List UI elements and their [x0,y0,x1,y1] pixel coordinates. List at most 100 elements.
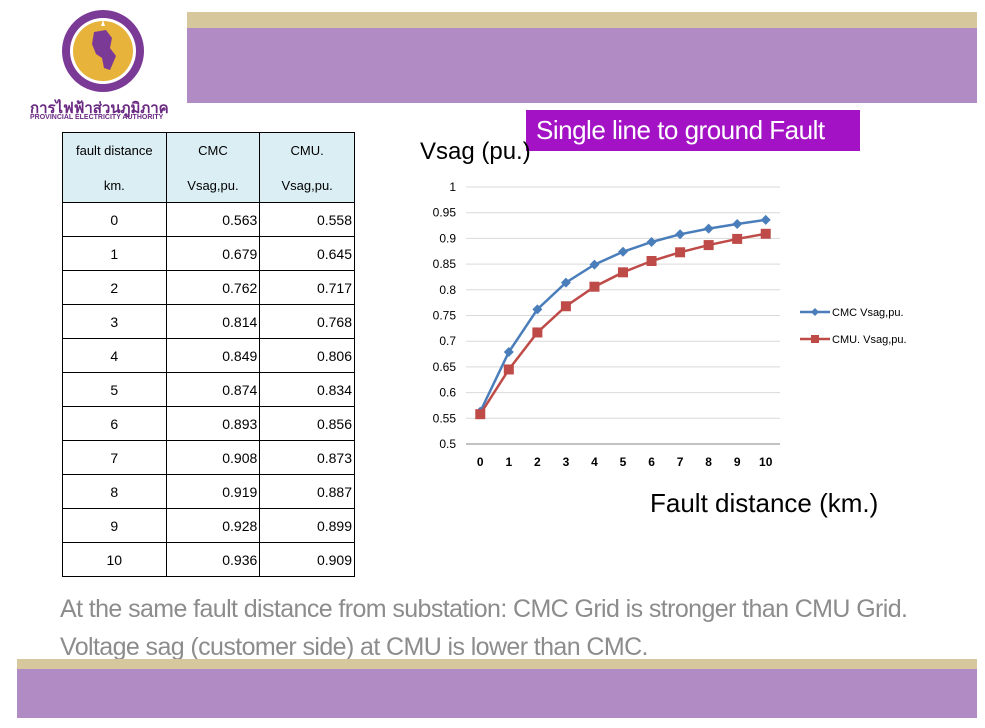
x-tick-label: 2 [534,455,541,469]
header-cmu-unit: Vsag,pu. [259,168,355,203]
table-row: 8 0.919 0.887 [62,474,355,509]
header-band [187,28,977,103]
cell-distance: 3 [62,304,167,339]
table-row: 2 0.762 0.717 [62,270,355,305]
cell-distance: 9 [62,508,167,543]
data-point-cmc [732,219,743,230]
cell-cmc: 0.874 [165,372,261,407]
footer-band-accent [17,659,977,669]
data-point-cmu [675,247,686,258]
cell-distance: 4 [62,338,167,373]
data-point-cmu [532,327,543,338]
cell-cmc: 0.762 [165,270,261,305]
table-header-row: fault distance CMC CMU. [62,132,355,169]
header-km: km. [62,168,167,203]
x-tick-label: 5 [620,455,627,469]
table-row: 3 0.814 0.768 [62,304,355,339]
cell-cmu: 0.887 [259,474,355,509]
data-point-cmu [646,256,657,267]
series-line-1 [479,232,766,415]
data-point-cmu [560,301,571,312]
x-tick-label: 4 [591,455,598,469]
cell-distance: 8 [62,474,167,509]
data-point-cmc [703,223,714,234]
data-point-cmc [760,214,771,225]
cell-cmc: 0.928 [165,508,261,543]
data-point-cmu [589,281,600,292]
x-tick-label: 0 [477,455,484,469]
cell-distance: 10 [62,542,167,577]
table-row: 6 0.893 0.856 [62,406,355,441]
y-tick-label: 1 [449,180,456,194]
table-row: 10 0.936 0.909 [62,542,355,577]
x-tick-label: 8 [705,455,712,469]
cell-cmu: 0.717 [259,270,355,305]
data-point-cmc [560,277,571,288]
x-tick-label: 6 [648,455,655,469]
data-point-cmc [532,304,543,315]
data-point-cmc [503,346,514,357]
cell-distance: 2 [62,270,167,305]
y-tick-label: 0.9 [439,231,456,245]
cell-cmu: 0.558 [259,202,355,237]
cell-cmc: 0.893 [165,406,261,441]
logo-thai-text: การไฟฟ้าส่วนภูมิภาค [30,99,169,117]
data-point-cmu [732,233,743,244]
y-tick-label: 0.95 [433,206,457,220]
cell-cmc: 0.908 [165,440,261,475]
cell-cmc: 0.936 [165,542,261,577]
cell-distance: 1 [62,236,167,271]
data-point-cmu [618,267,628,278]
data-point-cmc [646,236,657,247]
cell-distance: 6 [62,406,167,441]
cell-distance: 7 [62,440,167,475]
header-cmu: CMU. [259,132,355,169]
data-point-cmc [675,229,686,240]
cell-cmu: 0.899 [259,508,355,543]
data-point-cmc [589,259,600,270]
slide-title: Single line to ground Fault [526,110,860,151]
table-row: 0 0.563 0.558 [62,202,355,237]
x-tick-label: 7 [677,455,684,469]
legend-label: CMC Vsag,pu. [832,307,904,319]
table-row: 9 0.928 0.899 [62,508,355,543]
x-tick-label: 9 [734,455,741,469]
chart-x-axis-label: Fault distance (km.) [650,488,879,518]
table-row: 1 0.679 0.645 [62,236,355,271]
cell-cmc: 0.849 [165,338,261,373]
table-row: 4 0.849 0.806 [62,338,355,373]
cell-cmu: 0.834 [259,372,355,407]
cell-cmu: 0.768 [259,304,355,339]
cell-distance: 5 [62,372,167,407]
summary-text: At the same fault distance from substati… [60,595,908,661]
header-cmc-unit: Vsag,pu. [165,168,261,203]
legend-marker [811,308,819,316]
data-point-cmu [703,240,714,251]
header-band-accent [187,12,977,28]
x-tick-label: 10 [759,455,773,469]
footer-band [17,669,977,718]
cell-cmu: 0.806 [259,338,355,373]
fault-data-table: fault distance CMC CMU. km. Vsag,pu. Vsa… [62,132,355,577]
data-point-cmc [618,246,628,257]
x-tick-label: 3 [563,455,570,469]
cell-cmc: 0.919 [165,474,261,509]
y-tick-label: 0.6 [439,386,456,400]
data-point-cmu [475,409,486,420]
cell-distance: 0 [62,202,167,237]
cell-cmu: 0.873 [259,440,355,475]
y-tick-label: 0.5 [439,437,456,451]
cell-cmu: 0.645 [259,236,355,271]
cell-cmu: 0.909 [259,542,355,577]
y-tick-label: 0.8 [439,283,456,297]
y-tick-label: 0.7 [439,334,456,348]
table-row: 7 0.908 0.873 [62,440,355,475]
x-tick-label: 1 [505,455,512,469]
chart-y-axis-label: Vsag (pu.) [420,138,531,165]
logo-english-text: PROVINCIAL ELECTRICITY AUTHORITY [30,114,164,121]
y-tick-label: 0.65 [433,360,457,374]
pea-logo [62,10,144,92]
header-fault-distance: fault distance [62,132,167,169]
cell-cmc: 0.563 [165,202,261,237]
